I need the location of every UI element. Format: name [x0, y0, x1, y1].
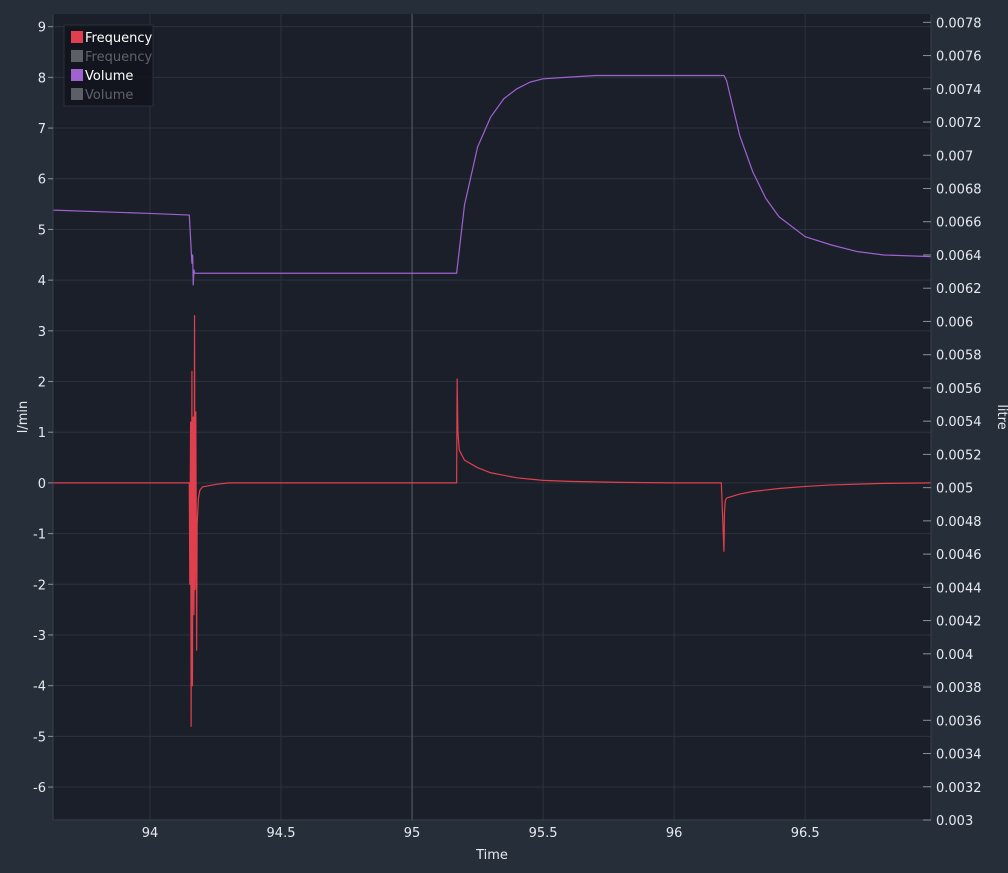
y-right-tick-label: 0.0078	[936, 16, 982, 31]
y-left-tick-label: 1	[38, 426, 46, 441]
series-group	[52, 74, 932, 727]
legend-label[interactable]: Frequency	[85, 31, 152, 46]
y-right-tick-label: 0.0072	[936, 116, 982, 131]
x-tick-label: 94	[142, 826, 159, 841]
x-tick-label: 94.5	[267, 826, 296, 841]
y-right-tick-label: 0.0046	[936, 548, 982, 563]
y-right-tick-label: 0.0056	[936, 382, 982, 397]
y-right-tick-label: 0.0052	[936, 448, 982, 463]
y-right-tick-label: 0.0076	[936, 50, 982, 65]
y-axis-left-label: l/min	[16, 401, 31, 434]
x-tick-label: 95.5	[529, 826, 558, 841]
y-right-tick-label: 0.0034	[936, 748, 982, 763]
y-right-tick-label: 0.0062	[936, 282, 982, 297]
x-tick-label: 95	[404, 826, 421, 841]
y-right-tick-label: 0.0064	[936, 249, 982, 264]
legend-label[interactable]: Volume	[85, 69, 133, 84]
y-left-tick-label: -5	[33, 730, 46, 745]
y-left-tick-label: 3	[38, 325, 46, 340]
legend-label[interactable]: Frequency	[85, 50, 152, 65]
x-tick-label: 96	[666, 826, 683, 841]
y-right-tick-label: 0.0048	[936, 515, 982, 530]
y-right-tick-label: 0.006	[936, 315, 973, 330]
y-right-tick-label: 0.005	[936, 482, 973, 497]
y-axis-right-label: litre	[994, 404, 1008, 429]
y-right-tick-label: 0.004	[936, 648, 973, 663]
legend-swatch[interactable]	[71, 50, 83, 62]
y-right-tick-label: 0.003	[936, 814, 973, 829]
y-left-tick-label: 8	[38, 71, 46, 86]
y-left-tick-label: -2	[33, 578, 46, 593]
y-right-tick-label: 0.0054	[936, 415, 982, 430]
plot-area[interactable]	[53, 14, 931, 820]
y-left-tick-label: 2	[38, 376, 46, 391]
x-tick-label: 96.5	[791, 826, 820, 841]
x-axis-label: Time	[475, 848, 508, 863]
y-right-tick-label: 0.0058	[936, 349, 982, 364]
tick-labels: 94 94.5 95 95.5 96 96.5 9 8 7 6 5 4 3 2 1 0 -1 -2 -3 -4 -5 -6…	[33, 16, 981, 841]
y-right-tick-label: 0.0074	[936, 83, 982, 98]
y-left-tick-label: -3	[33, 629, 46, 644]
legend: Frequency Frequency Volume Volume	[63, 24, 154, 107]
legend-label[interactable]: Volume	[85, 88, 133, 103]
y-right-tick-label: 0.0036	[936, 714, 982, 729]
y-right-tick-label: 0.0032	[936, 781, 982, 796]
series-line-volume	[52, 74, 932, 286]
y-left-tick-label: -6	[33, 781, 46, 796]
y-right-tick-label: 0.0068	[936, 182, 982, 197]
y-left-tick-label: -1	[33, 528, 46, 543]
y-left-tick-label: 9	[38, 21, 46, 36]
y-left-tick-label: -4	[33, 680, 46, 695]
y-left-tick-label: 0	[38, 477, 46, 492]
legend-swatch[interactable]	[71, 88, 83, 100]
y-left-tick-label: 5	[38, 223, 46, 238]
legend-swatch[interactable]	[71, 69, 83, 81]
y-right-tick-label: 0.0044	[936, 581, 982, 596]
y-left-tick-label: 6	[38, 173, 46, 188]
y-right-tick-label: 0.0042	[936, 615, 982, 630]
series-line-frequency	[53, 315, 932, 727]
y-right-tick-label: 0.007	[936, 149, 973, 164]
y-right-tick-label: 0.0038	[936, 681, 982, 696]
y-left-tick-label: 7	[38, 122, 46, 137]
grid-lines	[53, 14, 931, 820]
y-right-tick-label: 0.0066	[936, 216, 982, 231]
legend-swatch[interactable]	[71, 31, 83, 43]
y-left-tick-label: 4	[38, 274, 46, 289]
